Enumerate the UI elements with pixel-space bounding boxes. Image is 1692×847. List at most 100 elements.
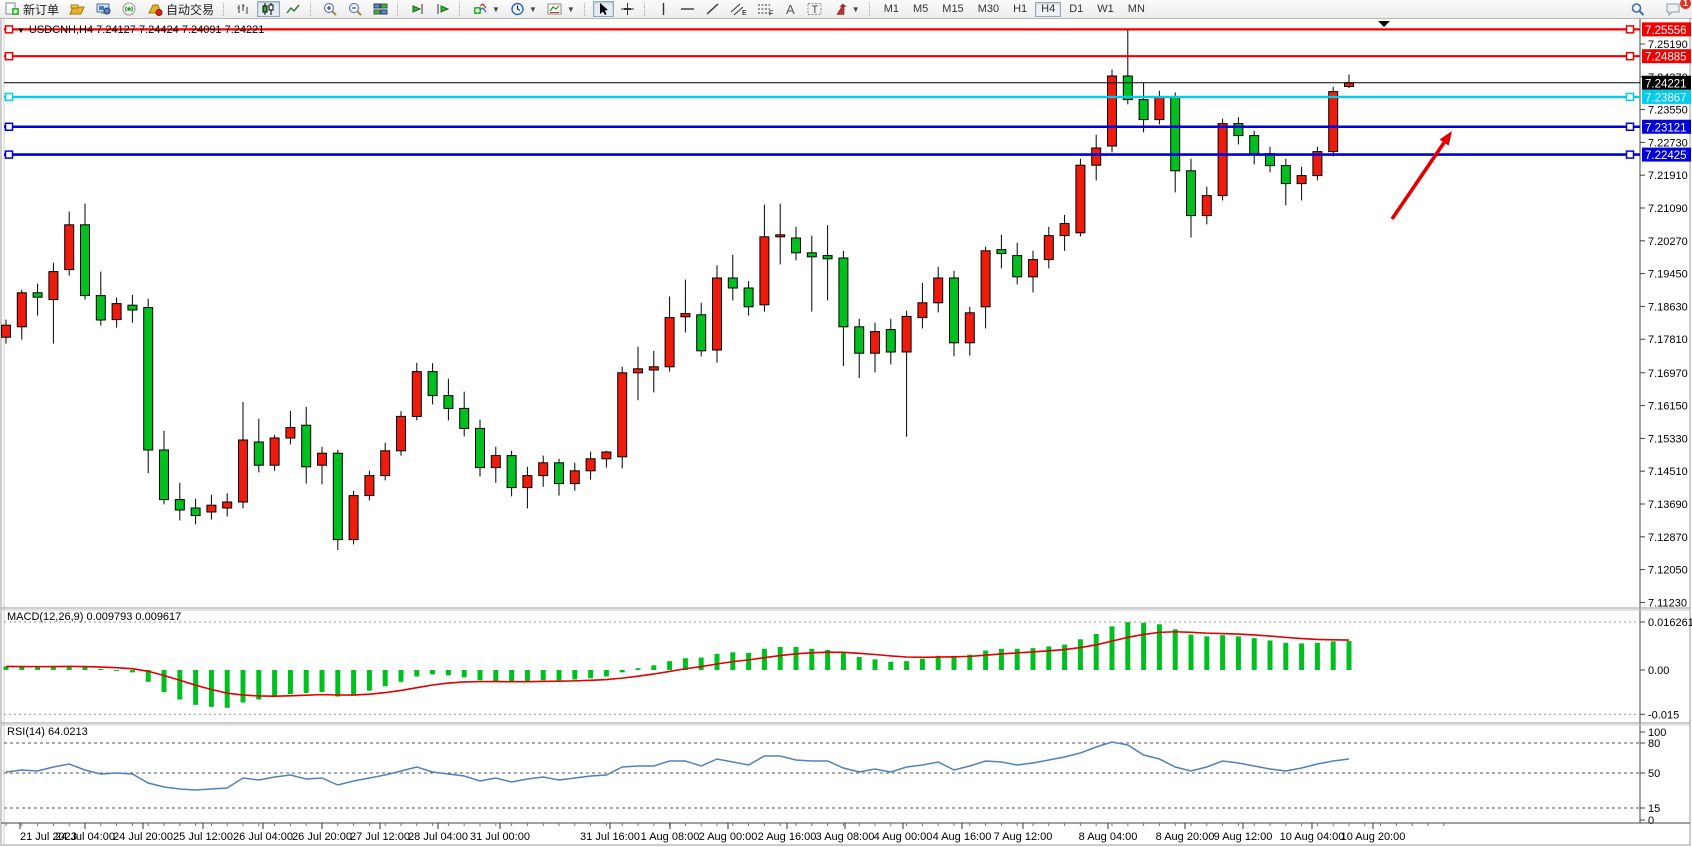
bar-chart-button[interactable] — [232, 1, 255, 17]
macd-bar — [1330, 641, 1336, 670]
zoom-in-button[interactable] — [319, 1, 342, 17]
candle-down — [1012, 255, 1023, 278]
cursor-button[interactable] — [592, 1, 614, 17]
profiles-button[interactable] — [65, 1, 89, 17]
line-handle[interactable] — [1625, 122, 1635, 132]
timeframe-button-m5[interactable]: M5 — [907, 2, 934, 17]
macd-bar — [1346, 641, 1352, 670]
search-button[interactable] — [1626, 1, 1649, 17]
macd-bar — [588, 670, 594, 679]
text-button[interactable]: A — [780, 1, 801, 17]
svg-text:7.16150: 7.16150 — [1648, 401, 1688, 413]
candle-up — [1201, 195, 1212, 217]
comment-icon — [1666, 3, 1680, 16]
new-order-button[interactable]: 新订单 — [1, 1, 63, 17]
candle-up — [1312, 151, 1323, 177]
toolbar-separator — [223, 2, 227, 16]
chart-shift-marker[interactable] — [1378, 21, 1390, 27]
timeframe-button-h4[interactable]: H4 — [1035, 1, 1062, 17]
candle-up — [411, 371, 422, 417]
timeframe-button-m15[interactable]: M15 — [936, 2, 969, 17]
line-handle[interactable] — [4, 92, 14, 102]
trend-arrow-annotation[interactable] — [1390, 131, 1452, 221]
svg-text:7.24885: 7.24885 — [1645, 52, 1687, 64]
line-handle[interactable] — [4, 25, 14, 34]
terminal-button[interactable] — [91, 1, 115, 17]
candle-down — [332, 452, 343, 541]
macd-bar — [1062, 644, 1068, 670]
candle-down — [427, 371, 438, 397]
equidistant-channel-icon: E — [730, 3, 747, 16]
candle-up — [380, 450, 391, 477]
auto-scroll-button[interactable] — [406, 1, 429, 17]
arrows-button[interactable]: ▼ — [829, 1, 864, 17]
candle-down — [949, 277, 959, 344]
templates-button[interactable]: ▼ — [543, 1, 579, 17]
macd-bar — [382, 670, 388, 687]
news-feed-button[interactable] — [117, 1, 141, 17]
comments-button[interactable]: 1 — [1661, 0, 1691, 17]
line-chart-button[interactable] — [282, 1, 305, 17]
auto-trading-button[interactable]: 自动交易 — [143, 1, 218, 17]
candle-up — [980, 250, 991, 308]
svg-text:50: 50 — [1648, 768, 1660, 780]
candle-down — [822, 255, 833, 260]
text-label-button[interactable]: T — [803, 1, 827, 17]
equidistant-channel-button[interactable]: E — [726, 1, 751, 17]
chart-menu-icon[interactable]: ▼ — [17, 26, 25, 35]
line-handle[interactable] — [4, 51, 14, 61]
macd-bar — [1109, 626, 1115, 670]
candle-up — [1217, 123, 1228, 197]
line-handle[interactable] — [1625, 25, 1635, 34]
macd-bar — [682, 658, 688, 670]
cursor-icon — [599, 3, 608, 15]
timeframe-button-d1[interactable]: D1 — [1063, 2, 1089, 17]
crosshair-button[interactable] — [616, 1, 639, 17]
macd-bar — [1314, 642, 1320, 670]
candle-down — [190, 507, 201, 517]
candle-up — [16, 292, 27, 328]
candle-down — [159, 449, 169, 501]
trendline-button[interactable] — [701, 1, 724, 17]
candle-up — [238, 439, 248, 503]
candle-up — [617, 372, 628, 458]
svg-text:E: E — [742, 10, 747, 16]
timeframe-button-mn[interactable]: MN — [1122, 2, 1151, 17]
candle-down — [127, 304, 138, 311]
line-handle[interactable] — [1625, 92, 1635, 102]
candle-up — [1, 324, 11, 338]
horizontal-line-button[interactable] — [676, 1, 699, 17]
chart-shift-button[interactable] — [431, 1, 454, 17]
horizontal-lines: 7.25556 7.24885 7.24221 7.23867 7.23121 7.224… — [4, 22, 1691, 162]
dropdown-arrow-icon: ▼ — [566, 4, 575, 14]
auto-trading-label: 自动交易 — [166, 2, 215, 17]
vertical-line-button[interactable] — [653, 1, 674, 17]
fibonacci-button[interactable]: F — [753, 1, 778, 17]
candle-down — [1233, 123, 1244, 137]
candlestick-chart-button[interactable] — [257, 1, 281, 17]
new-order-label: 新订单 — [23, 2, 60, 17]
candle-up — [1107, 75, 1117, 147]
timeframe-button-m30[interactable]: M30 — [972, 2, 1005, 17]
candle-up — [111, 303, 122, 321]
timeframe-button-h1[interactable]: H1 — [1007, 2, 1033, 17]
zoom-out-button[interactable] — [344, 1, 367, 17]
bar-chart-icon — [237, 4, 248, 14]
line-handle[interactable] — [4, 150, 14, 159]
line-handle[interactable] — [4, 122, 14, 132]
indicators-button[interactable]: ▼ — [468, 1, 504, 17]
line-handle[interactable] — [1625, 150, 1635, 159]
timeframe-button-w1[interactable]: W1 — [1091, 2, 1120, 17]
tile-windows-button[interactable] — [369, 1, 392, 17]
candle-up — [1154, 96, 1165, 121]
candle-up — [396, 415, 406, 452]
line-handle[interactable] — [1625, 51, 1635, 61]
candle-up — [522, 475, 533, 489]
macd-bar — [556, 670, 562, 681]
candle-down — [791, 237, 801, 254]
rsi-line — [5, 741, 1350, 791]
timeframe-button-m1[interactable]: M1 — [878, 2, 905, 17]
periods-button[interactable]: ▼ — [506, 1, 541, 17]
